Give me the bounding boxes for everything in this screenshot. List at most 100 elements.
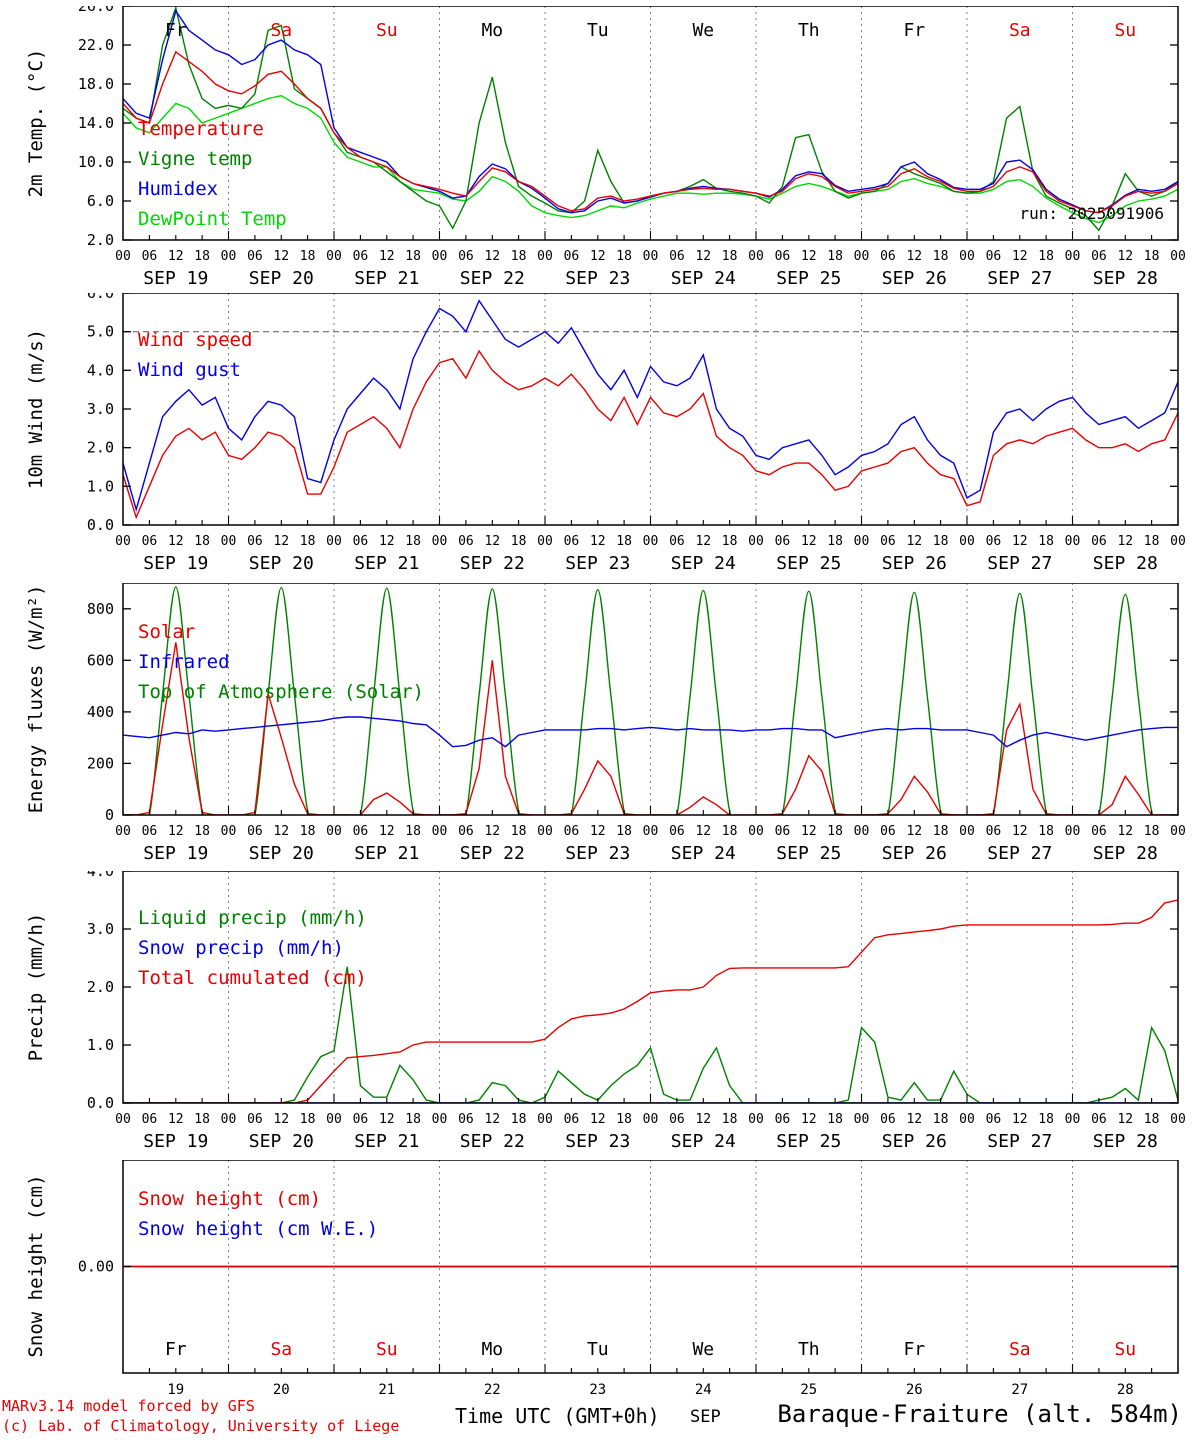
day-label: SEP 21 xyxy=(354,1131,419,1152)
y-tick-label: 22.0 xyxy=(78,36,114,54)
day-gridlines xyxy=(228,293,1073,525)
hour-tick-label: 00 xyxy=(854,249,870,264)
legend-entry: Total cumulated (cm) xyxy=(138,967,367,989)
credit-line-2: (c) Lab. of Climatology, University of L… xyxy=(2,1417,400,1435)
hour-tick-label: 06 xyxy=(775,534,791,549)
day-number: 20 xyxy=(273,1382,290,1398)
legend-entry: Wind speed xyxy=(138,329,253,351)
hour-tick-label: 12 xyxy=(906,249,922,264)
hour-tick-label: 12 xyxy=(590,249,606,264)
series-infrared xyxy=(123,716,1178,748)
hour-tick-label: 18 xyxy=(511,1112,527,1127)
day-label: SEP 24 xyxy=(671,1131,736,1152)
hour-tick-label: 00 xyxy=(643,534,659,549)
hour-tick-label: 12 xyxy=(1117,1112,1133,1127)
hour-tick-label: 18 xyxy=(933,534,949,549)
hour-tick-label: 12 xyxy=(695,534,711,549)
y-tick-label: 26.0 xyxy=(78,6,114,15)
hour-tick-label: 18 xyxy=(1144,1112,1160,1127)
hour-tick-label: 06 xyxy=(142,824,158,839)
hour-tick-label: 18 xyxy=(616,249,632,264)
day-label: SEP 24 xyxy=(671,553,736,574)
weekday-label: Sa xyxy=(270,20,292,41)
weekday-label: Fr xyxy=(903,1339,925,1360)
day-label: SEP 23 xyxy=(565,843,630,864)
hour-tick-label: 06 xyxy=(880,824,896,839)
weekday-label: Mo xyxy=(481,20,503,41)
hour-tick-label: 18 xyxy=(194,249,210,264)
day-label: SEP 21 xyxy=(354,268,419,289)
weekday-label: Tu xyxy=(587,1339,609,1360)
hour-tick-label: 06 xyxy=(564,249,580,264)
hour-tick-label: 12 xyxy=(273,534,289,549)
hour-tick-label: 12 xyxy=(168,249,184,264)
hour-tick-label: 12 xyxy=(695,1112,711,1127)
hour-tick-label: 06 xyxy=(353,1112,369,1127)
hour-tick-label: 00 xyxy=(221,1112,237,1127)
hour-tick-label: 06 xyxy=(353,824,369,839)
day-label: SEP 21 xyxy=(354,553,419,574)
hour-tick-label: 06 xyxy=(142,534,158,549)
hour-tick-label: 06 xyxy=(564,824,580,839)
hour-tick-label: 18 xyxy=(933,1112,949,1127)
hour-tick-label: 12 xyxy=(168,1112,184,1127)
hour-tick-label: 06 xyxy=(669,534,685,549)
hour-tick-label: 00 xyxy=(221,534,237,549)
hour-tick-label: 00 xyxy=(432,249,448,264)
hour-tick-label: 00 xyxy=(959,1112,975,1127)
hour-tick-label: 12 xyxy=(484,824,500,839)
hour-tick-label: 18 xyxy=(722,534,738,549)
credit-line-1: MARv3.14 model forced by GFS xyxy=(2,1397,255,1415)
hour-tick-label: 12 xyxy=(273,824,289,839)
series-solar xyxy=(123,642,1178,815)
model-credit: MARv3.14 model forced by GFS (c) Lab. of… xyxy=(2,1396,399,1436)
weekday-label: Fr xyxy=(903,20,925,41)
y-tick-label: 800 xyxy=(87,600,114,618)
hour-tick-label: 12 xyxy=(1117,249,1133,264)
hour-tick-label: 12 xyxy=(906,1112,922,1127)
day-label: SEP 19 xyxy=(143,268,208,289)
hour-tick-label: 12 xyxy=(484,1112,500,1127)
hour-tick-label: 18 xyxy=(722,249,738,264)
weekday-label: We xyxy=(692,1339,714,1360)
legend-entry: Infrared xyxy=(138,651,230,673)
energy-legend: Solar Infrared Top of Atmosphere (Solar) xyxy=(138,617,424,707)
legend-entry: Humidex xyxy=(138,178,219,200)
hour-tick-label: 18 xyxy=(405,1112,421,1127)
y-tick-label: 1.0 xyxy=(87,477,114,495)
day-label: SEP 21 xyxy=(354,843,419,864)
legend-entry: Top of Atmosphere (Solar) xyxy=(138,681,424,703)
weekday-label: Mo xyxy=(481,1339,503,1360)
hour-tick-label: 18 xyxy=(300,1112,316,1127)
y-tick-label: 4.0 xyxy=(87,361,114,379)
hour-tick-label: 12 xyxy=(379,534,395,549)
hour-tick-label: 12 xyxy=(801,249,817,264)
panel-precip: 0.0 1.0 2.0 3.0 4.0 00 06 12 18 00 06 12 18 00 06 12 18 0… xyxy=(0,871,1194,1165)
y-tick-label: 3.0 xyxy=(87,400,114,418)
hour-tick-label: 00 xyxy=(326,1112,342,1127)
hour-tick-label: 12 xyxy=(906,824,922,839)
hour-tick-label: 00 xyxy=(115,824,131,839)
hour-tick-label: 00 xyxy=(537,824,553,839)
day-label: SEP 28 xyxy=(1093,843,1158,864)
hour-tick-label: 00 xyxy=(432,824,448,839)
x-axis-ticks: 00 06 12 18 00 06 12 18 00 06 12 18 00 06 12 18 00 06 12 18… xyxy=(115,516,1186,549)
series-wind-speed xyxy=(123,349,1178,520)
series-group xyxy=(123,899,1178,1103)
hour-tick-label: 18 xyxy=(1144,534,1160,549)
hour-tick-label: 06 xyxy=(1091,1112,1107,1127)
panel-snow-height: 0.00 19 Fr 20 Sa 21 Su 22 Mo 23 Tu 24 We 25 Th 26 Fr 27 Sa… xyxy=(0,1160,1194,1435)
day-label: SEP 26 xyxy=(882,268,947,289)
hour-tick-label: 06 xyxy=(880,249,896,264)
series-humidex xyxy=(123,9,1178,214)
hour-tick-label: 00 xyxy=(115,249,131,264)
day-label: SEP 25 xyxy=(776,843,841,864)
day-label: SEP 28 xyxy=(1093,268,1158,289)
day-label: SEP 26 xyxy=(882,1131,947,1152)
weekday-label: Sa xyxy=(1009,20,1031,41)
hour-tick-label: 18 xyxy=(827,534,843,549)
wind-legend: Wind speed Wind gust xyxy=(138,325,252,385)
hour-tick-label: 12 xyxy=(1117,824,1133,839)
legend-entry: Snow height (cm) xyxy=(138,1188,322,1210)
